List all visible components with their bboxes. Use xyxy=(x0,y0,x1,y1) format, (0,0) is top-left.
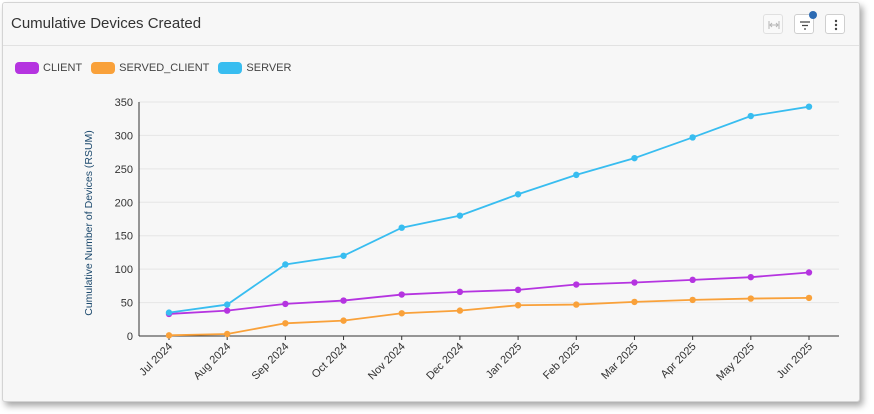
legend-swatch xyxy=(218,61,243,74)
legend-item-server[interactable]: SERVER xyxy=(218,59,291,77)
data-point-client[interactable] xyxy=(689,276,696,284)
y-tick-label: 50 xyxy=(121,298,133,310)
data-point-server[interactable] xyxy=(631,154,638,162)
chart-legend: CLIENT SERVED_CLIENT SERVER xyxy=(15,59,300,75)
data-point-server[interactable] xyxy=(514,191,522,198)
data-point-served-client[interactable] xyxy=(456,307,464,314)
data-point-server[interactable] xyxy=(223,301,231,308)
y-tick-label: 300 xyxy=(115,130,133,142)
panel-header: Cumulative Devices Created xyxy=(3,3,859,46)
y-tick-label: 200 xyxy=(115,197,133,209)
x-tick-label: Aug 2024 xyxy=(192,341,234,383)
data-point-served-client[interactable] xyxy=(573,301,580,308)
data-point-server[interactable] xyxy=(282,261,289,268)
filter-active-badge xyxy=(809,11,817,19)
x-tick-label: May 2025 xyxy=(714,341,757,384)
y-tick-label: 100 xyxy=(115,264,133,276)
series-line-served-client xyxy=(168,296,810,337)
more-vertical-icon xyxy=(834,19,838,31)
x-tick-label: Nov 2024 xyxy=(366,341,408,383)
x-tick-label: Feb 2025 xyxy=(541,341,582,382)
y-tick-label: 350 xyxy=(115,97,133,109)
filter-icon xyxy=(800,21,810,30)
x-tick-label: Dec 2024 xyxy=(424,341,466,383)
data-point-client[interactable] xyxy=(398,291,405,298)
x-tick-label: Sep 2024 xyxy=(250,341,292,383)
fit-width-button[interactable] xyxy=(763,14,783,34)
data-point-server[interactable] xyxy=(456,212,464,219)
data-point-served-client[interactable] xyxy=(689,296,696,304)
legend-item-served-client[interactable]: SERVED_CLIENT xyxy=(91,59,209,77)
y-tick-label: 150 xyxy=(115,231,133,243)
legend-item-client[interactable]: CLIENT xyxy=(15,59,82,77)
chart-panel: Cumulative Devices Created xyxy=(2,2,860,402)
more-options-button[interactable] xyxy=(825,14,845,34)
data-point-client[interactable] xyxy=(573,281,580,288)
data-point-client[interactable] xyxy=(805,269,813,276)
data-point-served-client[interactable] xyxy=(165,332,173,339)
series-line-server xyxy=(168,105,810,314)
data-point-server[interactable] xyxy=(747,112,755,120)
filter-button[interactable] xyxy=(794,11,817,34)
data-point-served-client[interactable] xyxy=(398,310,405,317)
data-point-served-client[interactable] xyxy=(514,302,522,309)
legend-label: SERVER xyxy=(246,61,292,74)
x-tick-label: Jun 2025 xyxy=(775,341,815,381)
horizontal-fit-icon xyxy=(768,21,780,29)
data-point-server[interactable] xyxy=(340,252,347,259)
data-point-client[interactable] xyxy=(514,286,522,294)
legend-swatch xyxy=(91,61,116,74)
data-point-client[interactable] xyxy=(747,273,755,281)
data-point-client[interactable] xyxy=(223,307,231,314)
data-point-served-client[interactable] xyxy=(805,294,813,302)
x-tick-label: Jan 2025 xyxy=(484,341,524,381)
x-tick-label: Apr 2025 xyxy=(659,341,699,381)
x-tick-label: Oct 2024 xyxy=(310,341,350,381)
data-point-served-client[interactable] xyxy=(340,317,347,324)
x-tick-label: Jul 2024 xyxy=(137,341,175,379)
data-point-served-client[interactable] xyxy=(223,330,231,338)
x-tick-label: Mar 2025 xyxy=(599,341,640,382)
data-point-server[interactable] xyxy=(689,134,696,141)
legend-swatch xyxy=(15,61,39,74)
y-axis-label: Cumulative Number of Devices (RSUM) xyxy=(83,130,95,316)
data-point-client[interactable] xyxy=(456,288,464,296)
data-point-served-client[interactable] xyxy=(747,295,755,302)
series-line-client xyxy=(168,271,810,315)
data-point-server[interactable] xyxy=(573,171,580,179)
legend-label: SERVED_CLIENT xyxy=(119,61,210,74)
data-point-client[interactable] xyxy=(340,297,347,304)
data-point-client[interactable] xyxy=(282,300,289,308)
data-point-server[interactable] xyxy=(165,309,173,316)
data-point-server[interactable] xyxy=(805,103,813,110)
panel-title: Cumulative Devices Created xyxy=(11,15,202,32)
y-tick-label: 0 xyxy=(127,331,133,343)
data-point-served-client[interactable] xyxy=(282,320,289,327)
data-point-served-client[interactable] xyxy=(631,298,638,306)
data-point-server[interactable] xyxy=(398,224,405,231)
line-chart: 0 50 100 150 200 250 300 350 Cumulative Number o… xyxy=(83,97,839,384)
y-tick-label: 250 xyxy=(115,164,133,176)
legend-label: CLIENT xyxy=(43,61,83,74)
data-point-client[interactable] xyxy=(631,279,638,286)
